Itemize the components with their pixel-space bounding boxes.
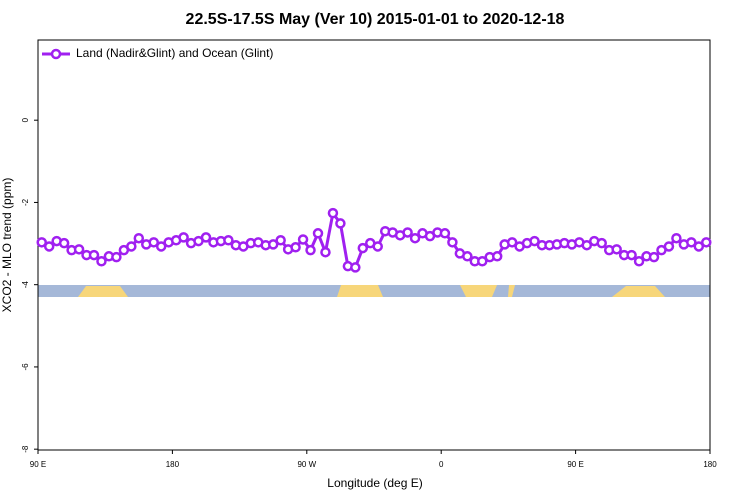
data-point [686,237,697,248]
y-axis-label: XCO2 - MLO trend (ppm) [0,178,14,313]
chart-title: 22.5S-17.5S May (Ver 10) 2015-01-01 to 2… [186,11,565,28]
data-point [305,244,316,256]
x-tick-label: 180 [703,460,717,469]
data-point [477,255,488,267]
land [612,286,665,297]
data-point [223,235,234,246]
data-point [611,244,622,255]
data-point [462,251,473,262]
data-point [596,237,607,249]
x-tick-label: 90 W [297,460,316,469]
data-point [529,235,540,247]
x-tick-label: 180 [166,460,180,469]
data-point [111,251,122,263]
land-mask [38,285,710,297]
y-tick-label: -6 [21,363,30,371]
data-point [178,232,189,243]
data-point [491,251,503,262]
data-point [335,218,346,229]
data-point [439,228,451,239]
data-point [320,246,331,258]
y-tick-label: -2 [21,198,30,206]
x-axis-label: Longitude (deg E) [327,476,422,490]
data-point [200,232,212,243]
x-tick-label: 90 E [567,460,583,469]
data-point [290,242,301,253]
data-point [297,234,309,245]
legend-marker [50,48,62,60]
land [460,285,497,297]
data-point [96,255,107,267]
data-point [327,207,339,219]
data-point [402,227,413,238]
data-point [73,244,85,255]
data-point [155,241,167,252]
data-point [447,237,458,248]
data-point [409,232,421,244]
data-point [312,228,324,239]
data-point [267,239,279,250]
data-point [88,249,100,261]
y-tick-label: -8 [21,445,30,453]
data-point [701,237,712,248]
land [508,285,515,297]
data-point [633,255,645,267]
legend-label: Land (Nadir&Glint) and Ocean (Glint) [76,46,273,60]
data-point [133,232,145,244]
land [78,286,128,297]
data-point [506,237,518,248]
data-point [148,237,159,248]
x-tick-label: 90 E [30,460,46,469]
data-point [58,237,70,249]
data-point [372,241,383,252]
data-point [693,241,705,252]
data-point [43,241,55,252]
data-point [663,241,675,252]
data-point [626,249,637,261]
y-tick-label: -4 [21,281,30,289]
data-point [275,235,286,246]
x-tick-label: 0 [439,460,444,469]
data-point [126,241,137,252]
data-point [350,262,361,273]
data-point [671,232,682,244]
data-point [648,251,660,263]
data-point [36,237,47,248]
data-point [581,239,593,251]
land [337,285,383,297]
y-tick-label: 0 [21,117,30,122]
data-point [357,242,369,254]
